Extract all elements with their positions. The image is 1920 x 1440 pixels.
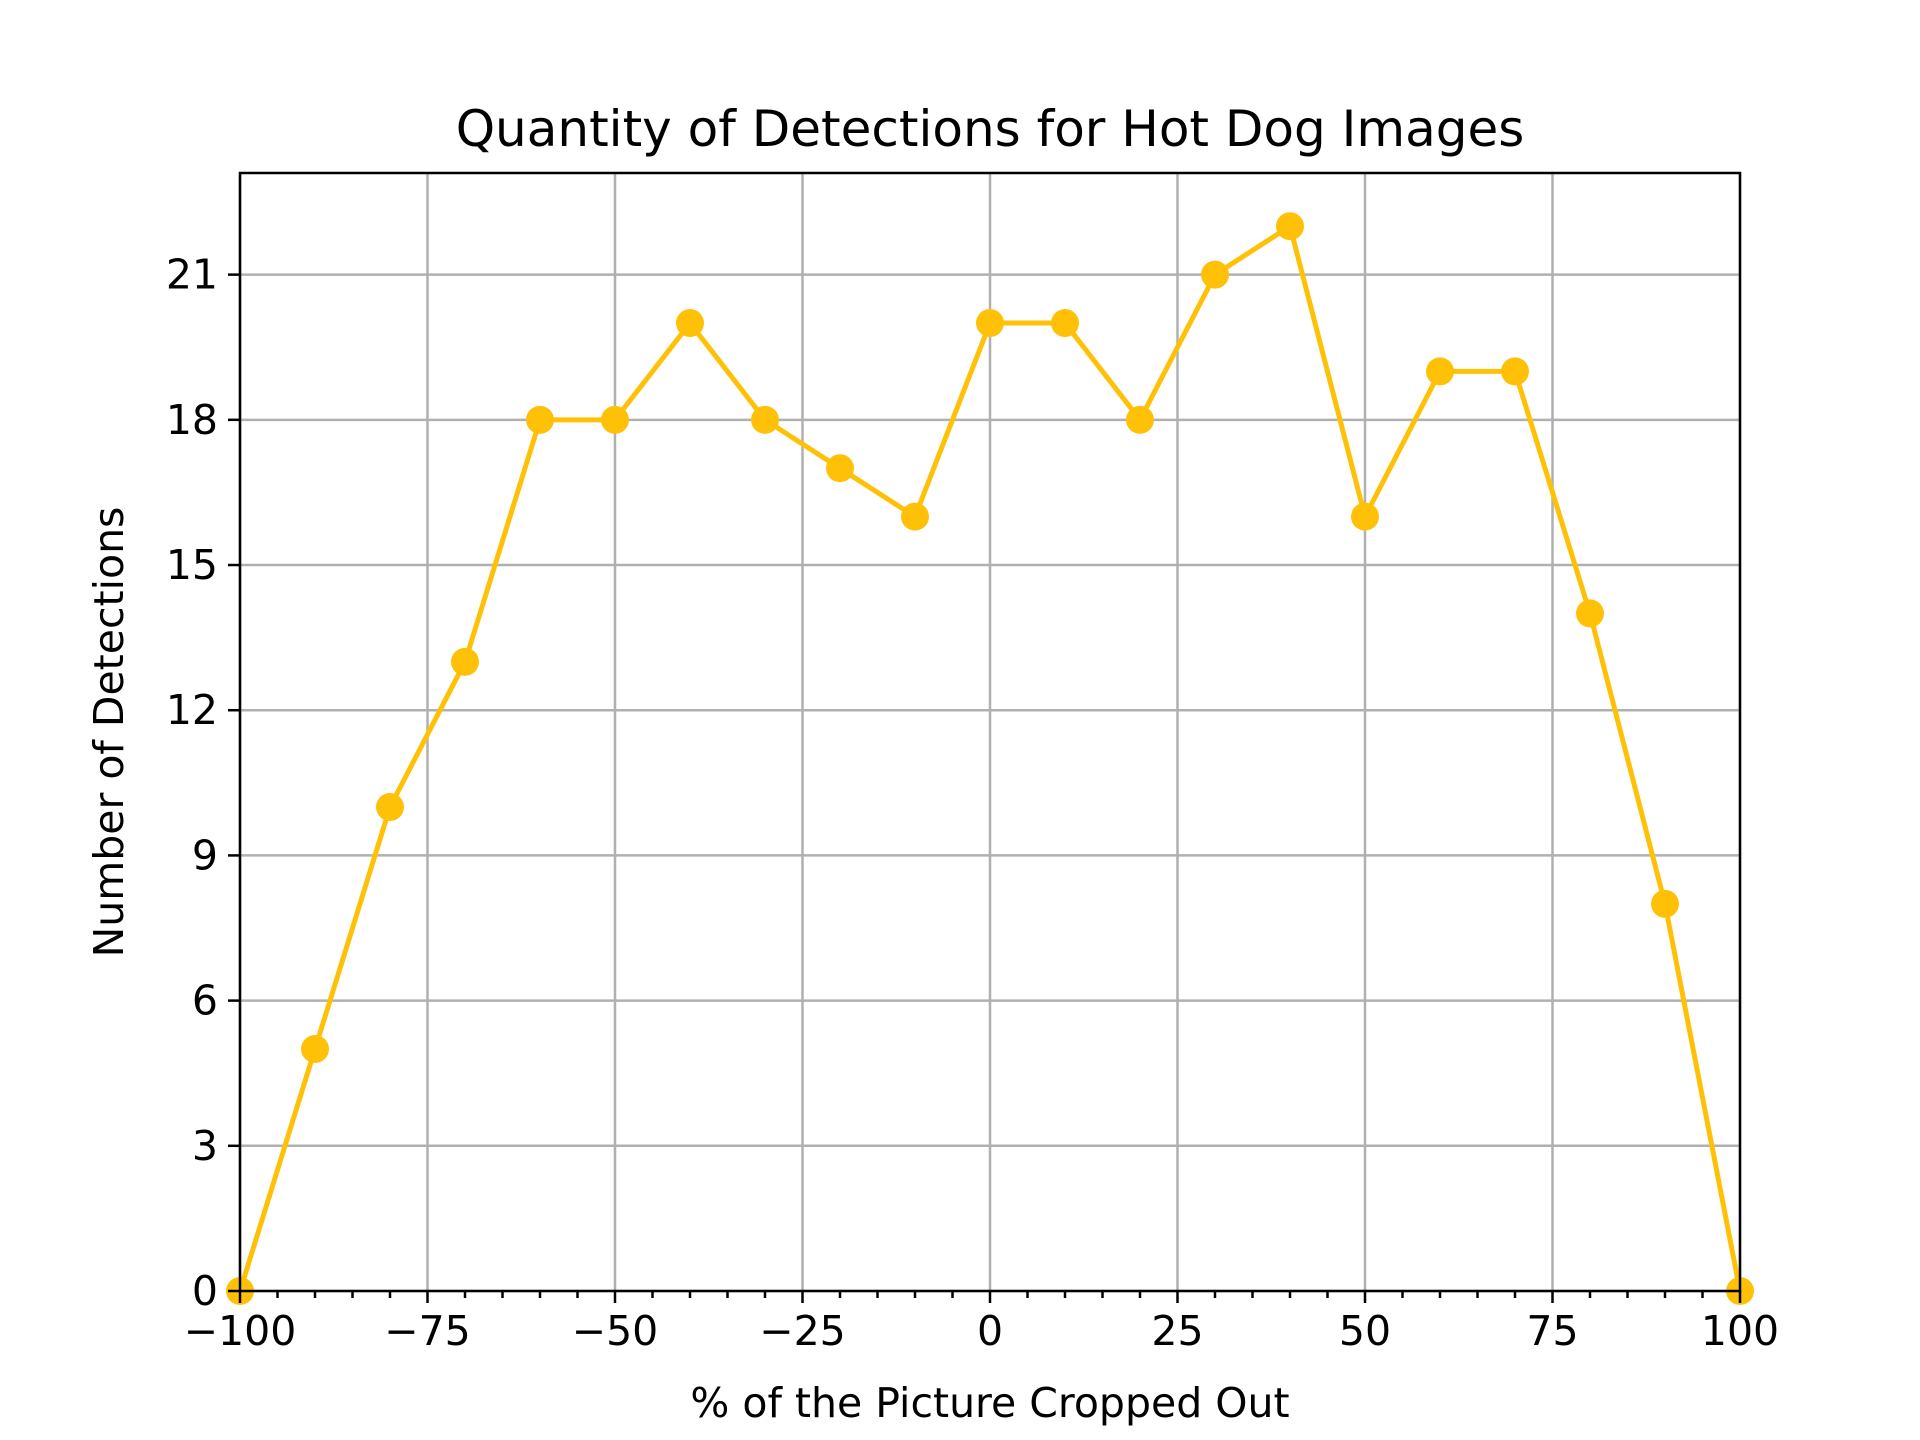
x-tick-label: −25	[759, 1307, 846, 1355]
data-point	[676, 309, 704, 338]
data-point	[1126, 405, 1154, 434]
y-tick-label: 9	[192, 831, 218, 879]
data-point	[1276, 212, 1304, 241]
data-point	[1576, 599, 1604, 628]
x-axis-label: % of the Picture Cropped Out	[690, 1379, 1289, 1427]
data-point	[826, 454, 854, 483]
grid	[238, 173, 1742, 1293]
x-tick-label: −100	[184, 1307, 297, 1355]
data-point	[901, 502, 929, 531]
y-tick-label: 12	[166, 686, 218, 734]
series-layer	[226, 212, 1754, 1305]
y-axis-label: Number of Detections	[85, 507, 133, 958]
x-tick-label: 75	[1526, 1307, 1578, 1355]
x-tick-label: 0	[977, 1307, 1003, 1355]
data-point	[1426, 357, 1454, 386]
x-tick-label: −50	[572, 1307, 659, 1355]
x-tick-label: 50	[1339, 1307, 1391, 1355]
data-point	[451, 647, 479, 676]
data-point	[601, 405, 629, 434]
data-point	[526, 405, 554, 434]
y-tick-label: 0	[192, 1267, 218, 1315]
chart-title: Quantity of Detections for Hot Dog Image…	[456, 100, 1525, 158]
data-point	[751, 405, 779, 434]
x-tick-label: 25	[1151, 1307, 1203, 1355]
data-point	[376, 793, 404, 822]
data-point	[1201, 260, 1229, 289]
y-tick-label: 15	[166, 541, 218, 589]
data-point	[1051, 309, 1079, 338]
y-tick-label: 21	[166, 251, 218, 299]
data-point	[1651, 889, 1679, 918]
data-point	[301, 1035, 329, 1064]
x-tick-label: 100	[1701, 1307, 1779, 1355]
y-tick-label: 18	[166, 396, 218, 444]
y-tick-label: 6	[192, 977, 218, 1025]
ticks: −100 −75 −50 −25 0 25 50 75 100 0 3 6 9 12 15 18 21	[166, 251, 1779, 1355]
data-point	[1501, 357, 1529, 386]
x-tick-label: −75	[384, 1307, 471, 1355]
data-point	[976, 309, 1004, 338]
y-tick-label: 3	[192, 1122, 218, 1170]
data-point	[1351, 502, 1379, 531]
